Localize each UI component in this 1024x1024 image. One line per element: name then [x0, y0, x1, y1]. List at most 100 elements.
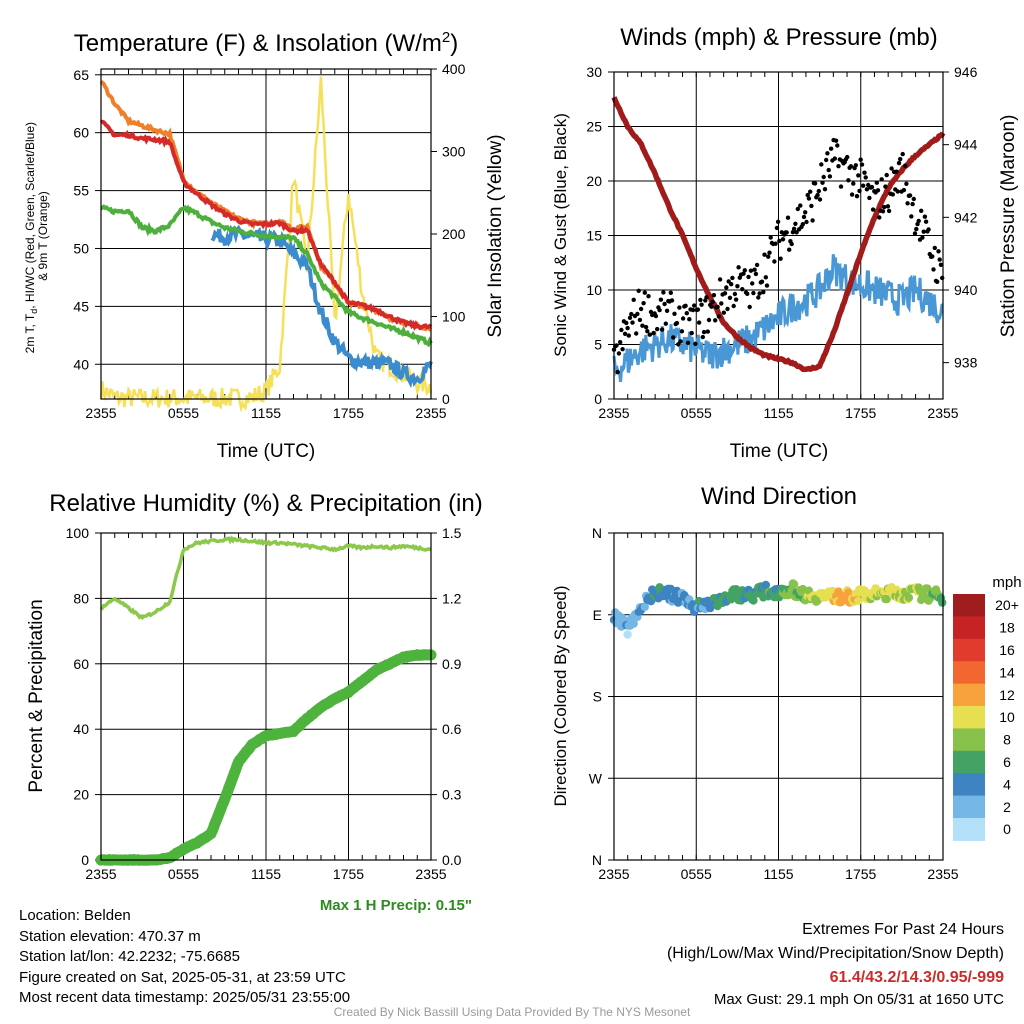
extremes-values: 61.4/43.2/14.3/0.95/-999	[829, 969, 1004, 986]
gust-point	[655, 326, 660, 332]
gust-point	[861, 183, 866, 188]
gust-point	[863, 175, 868, 180]
precip-y2-tick-label: 1.2	[442, 590, 462, 606]
gust-point	[669, 298, 675, 303]
humidity-x-tick-label: 2355	[85, 866, 116, 882]
temperature-chart-title: Temperature (F) & Insolation (W/m2)	[74, 29, 458, 57]
wind-direction-point	[904, 593, 914, 602]
gust-point	[940, 275, 945, 281]
gust-point	[809, 203, 814, 209]
wind-direction-x-tick-label: 1755	[845, 866, 876, 882]
gust-point	[751, 290, 756, 296]
gust-point	[880, 209, 886, 214]
gust-point	[754, 262, 760, 268]
gust-point	[785, 215, 791, 220]
gust-point	[657, 307, 662, 313]
temperature-x-tick-label: 0555	[168, 405, 199, 421]
pressure-y2-tick-label: 942	[954, 209, 978, 225]
gust-point	[911, 196, 916, 202]
gust-point	[761, 290, 766, 295]
gust-point	[742, 268, 747, 273]
gust-point	[869, 184, 875, 190]
gust-point	[692, 303, 697, 308]
gust-point	[668, 290, 673, 295]
gust-point	[806, 196, 812, 201]
humidity-chart-title: Relative Humidity (%) & Precipitation (i…	[49, 490, 482, 517]
winds-panel: Winds (mph) & Pressure (mb) 2355 0555 1155…	[551, 24, 1019, 462]
gust-point	[931, 267, 936, 272]
gust-point	[736, 265, 741, 270]
gust-point	[819, 162, 824, 167]
wind-direction-plot-border	[613, 532, 944, 861]
gust-point	[858, 157, 863, 162]
gust-point	[883, 184, 888, 189]
colorbar-label: 10	[999, 709, 1015, 725]
wind-direction-point	[629, 619, 638, 628]
insolation-y-axis-label: Solar Insolation (Yellow)	[485, 134, 506, 337]
colorbar-swatch	[953, 683, 985, 707]
gust-point	[828, 146, 834, 151]
pressure-y2-tick-label: 946	[954, 64, 978, 80]
gust-point	[631, 297, 636, 302]
gust-point	[642, 290, 647, 295]
wind-direction-point	[844, 588, 853, 597]
gust-point	[647, 332, 652, 337]
gust-point	[922, 214, 928, 219]
gust-point	[746, 274, 751, 280]
colorbar-swatch	[953, 795, 985, 819]
temperature-x-axis-label: Time (UTC)	[217, 441, 316, 462]
winds-y-tick-label: 25	[586, 119, 602, 135]
gust-point	[775, 219, 781, 224]
temperature-y-axis-label: 2m T, Td, HI/WC (Red, Green, Scarlet/Blu…	[23, 119, 50, 354]
winds-x-axis-label: Time (UTC)	[730, 441, 829, 462]
gust-point	[643, 324, 649, 330]
wind-direction-y-tick-label: W	[589, 770, 603, 786]
wind-direction-point	[623, 630, 632, 639]
gust-point	[803, 210, 808, 215]
wind-direction-point	[882, 594, 891, 604]
pressure-y-axis-label: Station Pressure (Maroon)	[998, 115, 1019, 338]
gust-point	[625, 325, 630, 331]
gust-point	[629, 311, 634, 317]
extremes-subtitle: (High/Low/Max Wind/Precipitation/Snow De…	[666, 945, 1004, 962]
gust-point	[636, 288, 641, 293]
gust-point	[678, 339, 683, 344]
gust-point	[827, 174, 833, 179]
colorbar-unit-label: mph	[992, 574, 1021, 591]
humidity-y-tick-label: 100	[66, 525, 90, 541]
colorbar-label: 8	[1003, 732, 1011, 748]
gust-point	[745, 291, 750, 296]
gust-point	[898, 156, 903, 162]
sonic-wind-line	[612, 254, 944, 383]
temperature-x-tick-label: 1155	[251, 405, 281, 421]
gust-point	[914, 226, 919, 232]
gust-point	[836, 164, 841, 169]
winds-y-tick-label: 15	[586, 228, 602, 244]
colorbar-swatch	[953, 728, 985, 752]
extremes-info: Extremes For Past 24 Hours (High/Low/Max…	[667, 918, 1004, 1010]
winds-plot-border	[613, 71, 944, 400]
humidity-x-tick-label: 1755	[333, 866, 364, 882]
gust-point	[658, 297, 664, 302]
gust-point	[671, 335, 676, 340]
gust-point	[798, 203, 803, 208]
gust-point	[725, 306, 730, 312]
temp-2m-line	[99, 119, 433, 331]
winds-y-tick-label: 5	[594, 337, 602, 353]
gust-point	[733, 297, 739, 302]
humidity-y-tick-label: 20	[73, 787, 89, 803]
gust-point	[919, 208, 924, 213]
gust-point	[704, 295, 709, 300]
gust-point	[856, 173, 861, 178]
colorbar-swatch	[953, 638, 985, 662]
gust-point	[909, 214, 914, 219]
humidity-x-tick-label: 2355	[415, 866, 446, 882]
wind-direction-y-tick-label: E	[593, 607, 602, 623]
gust-point	[724, 285, 729, 290]
colorbar-label: 14	[999, 664, 1015, 680]
gust-point	[735, 284, 740, 289]
gust-point	[835, 143, 840, 148]
gust-point	[646, 294, 651, 299]
gust-point	[826, 167, 831, 173]
gust-point	[833, 138, 839, 143]
